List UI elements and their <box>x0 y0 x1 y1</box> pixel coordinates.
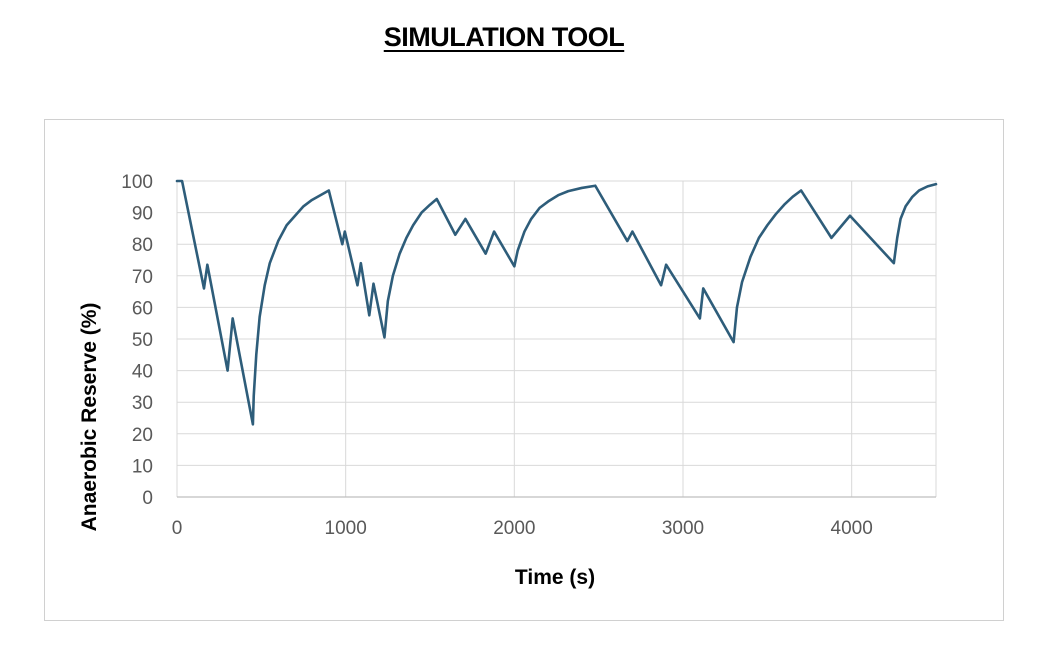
chart-frame: 0 10 20 30 40 50 60 70 80 90 100 0 1000 2000 3000 4000… <box>44 119 1004 621</box>
x-axis-title: Time (s) <box>515 566 595 589</box>
x-tick-labels: 0 1000 2000 3000 4000 <box>172 518 873 539</box>
x-tick-label: 0 <box>172 518 183 539</box>
gridlines <box>176 180 937 497</box>
y-tick-label: 100 <box>121 172 153 193</box>
y-tick-labels: 0 10 20 30 40 50 60 70 80 90 100 <box>121 172 153 509</box>
x-tick-label: 3000 <box>662 518 704 539</box>
x-tick-label: 4000 <box>831 518 873 539</box>
y-tick-label: 80 <box>132 235 153 256</box>
y-tick-label: 0 <box>142 488 153 509</box>
series <box>175 179 938 426</box>
line-chart: 0 10 20 30 40 50 60 70 80 90 100 0 1000 2000 3000 4000… <box>78 172 938 589</box>
y-tick-label: 70 <box>132 267 153 288</box>
y-tick-label: 30 <box>132 393 153 414</box>
x-tick-label: 1000 <box>325 518 367 539</box>
y-tick-label: 20 <box>132 425 153 446</box>
y-tick-label: 60 <box>132 298 153 319</box>
y-tick-label: 90 <box>132 204 153 225</box>
series-line <box>175 179 938 426</box>
y-tick-label: 40 <box>132 362 153 383</box>
y-tick-label: 10 <box>132 456 153 477</box>
y-axis-title: Anaerobic Reserve (%) <box>78 303 101 532</box>
x-tick-label: 2000 <box>493 518 535 539</box>
y-tick-label: 50 <box>132 330 153 351</box>
page-title: SIMULATION TOOL <box>383 22 625 52</box>
